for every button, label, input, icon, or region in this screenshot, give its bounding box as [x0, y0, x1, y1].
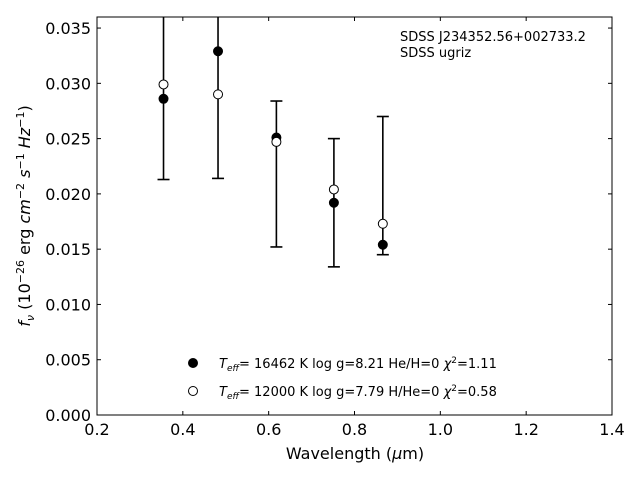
x-tick-label: 0.4 — [170, 420, 195, 439]
data-point-filled — [377, 239, 388, 250]
y-tick-label: 0.015 — [45, 240, 91, 259]
y-tick-label: 0.030 — [45, 74, 91, 93]
photometry-annotation: SDSS ugriz — [400, 46, 471, 61]
x-tick-label: 1.4 — [599, 420, 624, 439]
data-point-filled — [328, 197, 339, 208]
object-name-annotation: SDSS J234352.56+002733.2 — [400, 30, 586, 45]
y-tick-label: 0.035 — [45, 19, 91, 38]
data-point-open — [158, 79, 169, 90]
data-point-open — [213, 89, 224, 100]
data-point-open — [271, 136, 282, 147]
y-tick-label: 0.010 — [45, 295, 91, 314]
x-tick-label: 0.8 — [342, 420, 367, 439]
data-point-open — [328, 184, 339, 195]
data-point-filled — [213, 46, 224, 57]
data-points-group — [158, 46, 388, 250]
legend-label-model-1: Teff= 16462 K log g=8.21 He/H=0 χ2=1.11 — [219, 356, 497, 374]
y-tick-label: 0.025 — [45, 130, 91, 149]
legend-label-model-2: Teff= 12000 K log g=7.79 H/He=0 χ2=0.58 — [219, 384, 497, 402]
y-tick-label: 0.000 — [45, 406, 91, 425]
x-tick-label: 1.0 — [428, 420, 453, 439]
ticks-group: 0.2 0.4 0.6 0.8 1.0 1.2 1.4 0.000 0.005 0.010 0.01… — [45, 17, 625, 439]
legend: Teff= 16462 K log g=8.21 He/H=0 χ2=1.11 … — [188, 356, 497, 402]
data-point-open — [377, 218, 388, 229]
x-tick-label: 0.2 — [84, 420, 109, 439]
y-axis-label: fν (10−26 erg cm−2 s−1 Hz−1) — [14, 105, 37, 326]
plot-frame — [96, 16, 613, 416]
y-tick-label: 0.020 — [45, 185, 91, 204]
x-tick-label: 1.2 — [513, 420, 538, 439]
x-tick-label: 0.6 — [256, 420, 281, 439]
y-tick-label: 0.005 — [45, 351, 91, 370]
legend-marker-filled — [188, 358, 198, 368]
x-axis-label: Wavelength (μm) — [286, 444, 424, 463]
legend-marker-open — [188, 386, 198, 396]
data-point-filled — [158, 93, 169, 104]
